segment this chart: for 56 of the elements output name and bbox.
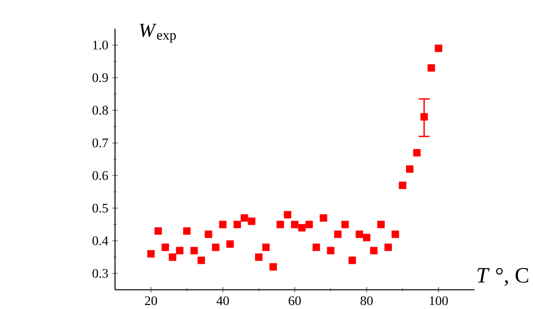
y-tick-label: 1.0 [93, 40, 108, 50]
point [198, 256, 206, 264]
point [168, 253, 176, 261]
point [212, 244, 220, 252]
y-tick-label: 0.7 [92, 138, 108, 148]
point [413, 149, 421, 157]
point [362, 234, 370, 242]
point [326, 246, 334, 254]
x-tick-label: 40 [216, 296, 229, 306]
point [434, 44, 442, 52]
point [406, 165, 414, 173]
x-axis-title: T °, C [478, 268, 528, 286]
point [219, 220, 227, 228]
x-tick-label: 80 [360, 296, 373, 306]
point [183, 227, 191, 235]
point [428, 64, 436, 72]
point [305, 220, 313, 228]
point [384, 244, 392, 252]
point [234, 220, 241, 228]
point [341, 220, 349, 228]
point [348, 256, 356, 264]
y-tick-label: 0.6 [92, 171, 108, 180]
point [248, 218, 256, 226]
point [298, 224, 306, 232]
x-tick-label: 20 [144, 296, 158, 306]
point [356, 230, 364, 238]
y-tick-label: 0.8 [92, 106, 108, 115]
point [312, 244, 320, 252]
y-axis-title: W$_{exp}$ [140, 24, 176, 43]
point [262, 244, 270, 252]
point [255, 253, 263, 261]
point [420, 113, 428, 121]
y-tick-label: 0.4 [92, 236, 108, 246]
point [176, 246, 184, 254]
point [291, 220, 298, 228]
point [370, 246, 378, 254]
y-tick-label: 0.9 [92, 73, 108, 82]
point [190, 246, 198, 254]
point [334, 230, 342, 238]
point [162, 244, 170, 252]
x-tick-label: 100 [430, 296, 448, 306]
point [204, 230, 212, 238]
point [269, 263, 277, 271]
point [147, 250, 155, 258]
point [284, 211, 292, 219]
point [154, 227, 162, 235]
y-tick-label: 0.5 [92, 204, 108, 213]
point [377, 220, 385, 228]
x-tick-label: 60 [288, 296, 301, 306]
point [392, 230, 400, 238]
point [276, 220, 284, 228]
point [320, 214, 328, 222]
point [240, 214, 248, 222]
y-tick-label: 0.3 [92, 269, 108, 278]
point [226, 240, 234, 248]
point [398, 182, 406, 190]
